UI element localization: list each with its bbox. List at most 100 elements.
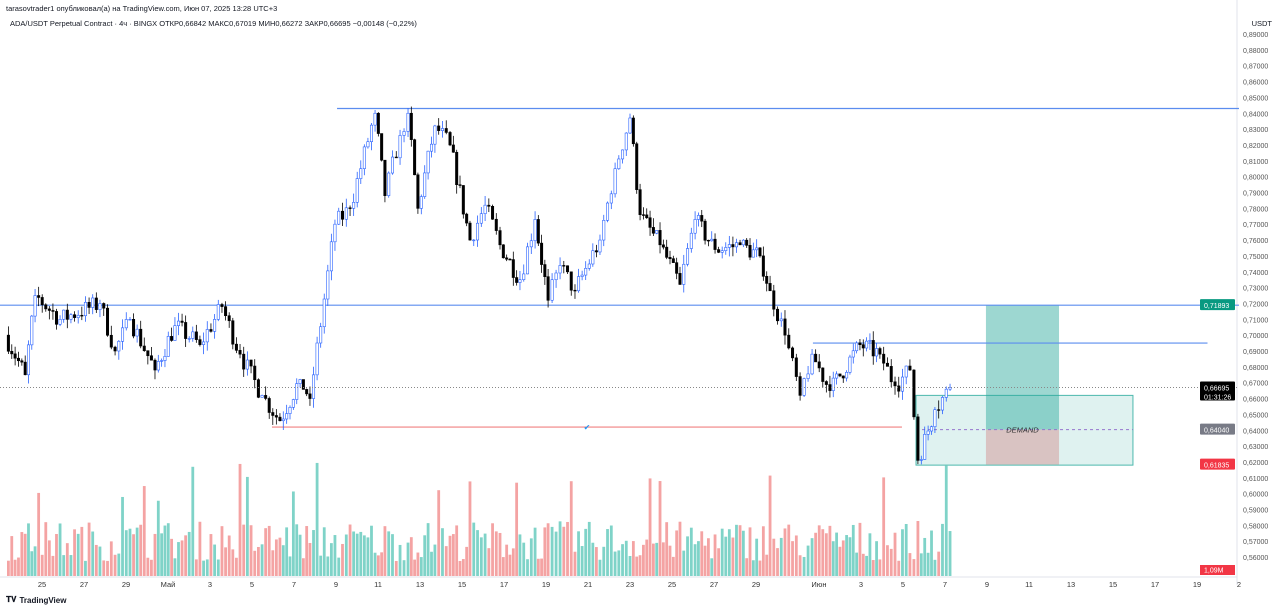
volume-bar	[613, 551, 617, 576]
volume-bar	[329, 543, 333, 576]
price-tick: 0,56000	[1243, 555, 1268, 562]
volume-bar	[150, 559, 153, 576]
volume-bar	[868, 533, 872, 576]
volume-bar	[231, 549, 235, 576]
volume-bar	[65, 543, 69, 576]
candle-body	[51, 310, 55, 312]
price-tick: 0,69000	[1243, 349, 1268, 356]
volume-bar	[128, 528, 132, 576]
candles	[6, 106, 952, 576]
candle-body	[748, 245, 752, 258]
current-price-badge: 0,66695	[1204, 386, 1229, 393]
candle-body	[33, 295, 37, 317]
volume-bar	[413, 559, 417, 576]
time-tick: 11	[1025, 580, 1033, 589]
volume-bar	[312, 530, 315, 576]
candle-body	[295, 383, 299, 400]
volume-bar	[27, 523, 30, 576]
candle-body	[824, 381, 828, 385]
candle-body	[566, 265, 570, 273]
candle-body	[458, 184, 462, 186]
candle-body	[845, 372, 849, 379]
volume-bar	[526, 559, 529, 576]
volume-bar	[558, 521, 562, 576]
volume-bar	[562, 526, 566, 576]
volume-bar	[267, 525, 271, 576]
volume-bar	[841, 540, 845, 576]
candle-body	[238, 350, 242, 355]
volume-bar	[394, 560, 398, 576]
volume-bar	[609, 525, 613, 576]
volume-bar	[602, 546, 606, 576]
volume-bar	[153, 533, 157, 576]
volume-bar	[238, 463, 242, 576]
volume-bar	[194, 559, 198, 576]
volume-bar	[631, 541, 635, 576]
candle-body	[479, 213, 483, 224]
candle-body	[602, 220, 606, 241]
volume-bar	[253, 550, 257, 576]
candle-body	[587, 263, 591, 269]
volume-bar	[865, 555, 868, 576]
volume-bar	[416, 552, 420, 576]
candle-body	[569, 271, 573, 291]
candle-body	[23, 361, 27, 376]
volume-bar	[897, 560, 901, 576]
time-tick: 13	[416, 580, 424, 589]
candle-body	[288, 407, 292, 414]
candle-body	[109, 334, 113, 348]
time-tick: 5	[901, 580, 905, 589]
volume-bar	[814, 532, 818, 576]
candle-body	[390, 156, 394, 174]
candle-body	[440, 128, 444, 131]
volume-bar	[291, 491, 295, 576]
volume-bar	[301, 558, 305, 576]
candle-body	[529, 240, 533, 248]
candle-body	[772, 290, 776, 310]
candle-body	[494, 218, 498, 231]
candle-body	[278, 416, 282, 422]
volume-bar	[933, 559, 937, 576]
candle-body	[944, 388, 948, 398]
volume-bar	[285, 527, 289, 576]
time-tick: 2	[1237, 580, 1241, 589]
volume-bar	[113, 554, 117, 576]
price-tick: 0,61000	[1243, 476, 1268, 483]
candle-body	[216, 304, 220, 320]
candle-body	[536, 219, 540, 244]
volume-bar	[908, 553, 912, 576]
volume-bar	[810, 538, 814, 576]
volume-bar	[515, 482, 519, 576]
candle-body	[727, 244, 731, 248]
candle-body	[419, 196, 423, 209]
candle-body	[308, 393, 312, 399]
candle-body	[841, 375, 845, 379]
candle-body	[904, 365, 908, 378]
price-tick: 0,71000	[1243, 317, 1268, 324]
volume-bar	[937, 551, 941, 576]
price-tick: 0,64000	[1243, 428, 1268, 435]
volume-bar	[904, 523, 908, 576]
volume-bar	[501, 557, 505, 576]
volume-bar	[944, 465, 948, 576]
candle-body	[546, 276, 550, 301]
volume-bar	[227, 535, 231, 576]
candle-body	[710, 238, 714, 242]
time-tick: 29	[752, 580, 760, 589]
volume-bar	[665, 522, 669, 576]
candle-body	[511, 259, 515, 278]
candle-body	[83, 302, 87, 317]
candle-body	[177, 320, 181, 326]
volume-bar	[448, 535, 452, 576]
volume-bar	[498, 532, 502, 576]
volume-bar	[295, 524, 299, 576]
volume-bar	[315, 462, 319, 576]
tradingview-logo[interactable]: 𝐓𝐕 TradingView	[6, 595, 66, 605]
volume-bar	[926, 552, 930, 576]
candle-body	[344, 207, 348, 220]
candle-body	[274, 415, 278, 418]
candle-body	[326, 270, 330, 300]
volume-bar	[419, 557, 423, 576]
candle-body	[518, 279, 522, 283]
